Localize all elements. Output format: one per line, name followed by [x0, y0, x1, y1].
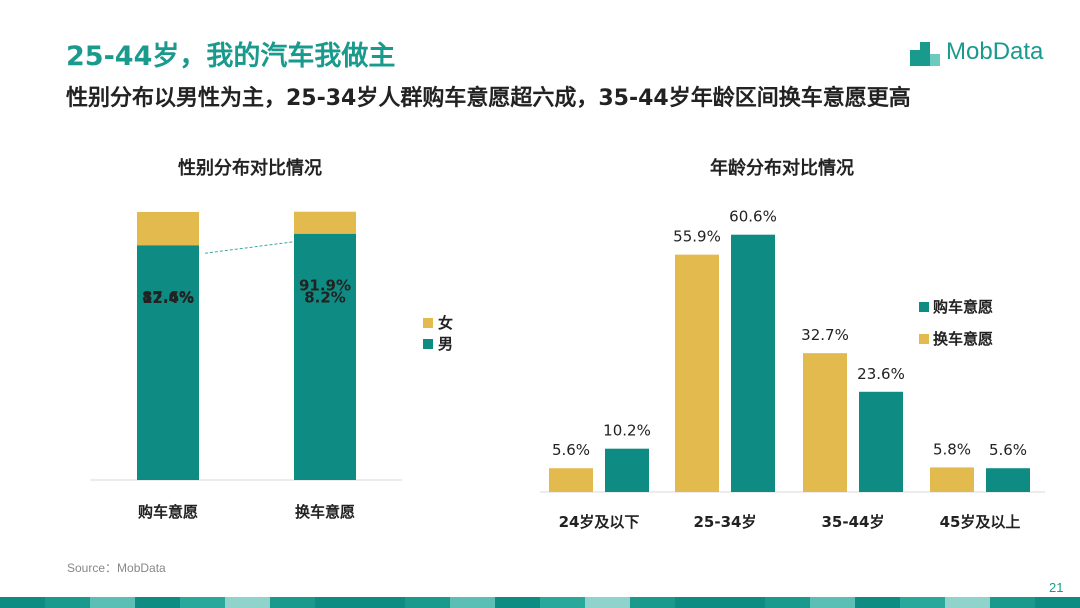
- source-note: Source：MobData: [67, 561, 166, 575]
- data-label-male-1: 87.6%: [142, 288, 194, 306]
- age-chart: 5.6% 10.2% 24岁及以下 55.9% 60.6% 25-34岁 32.7% 23.6…: [540, 208, 1045, 531]
- stripe-segment: [630, 597, 675, 608]
- bar-replace-1: [549, 468, 593, 492]
- data-label-replace-3: 32.7%: [801, 326, 849, 344]
- bar-purchase-1: [605, 448, 649, 492]
- x-tick-label-3: 35-44岁: [822, 513, 885, 531]
- gender-chart-title: 性别分布对比情况: [178, 158, 322, 179]
- bar-purchase-3: [859, 391, 903, 492]
- x-tick-label-4: 45岁及以上: [940, 513, 1021, 531]
- data-label-purchase-4: 5.6%: [989, 441, 1027, 459]
- bar-replace-4: [930, 467, 974, 492]
- stripe-segment: [675, 597, 720, 608]
- data-label-male-2: 91.9%: [299, 277, 351, 295]
- stripe-segment: [405, 597, 450, 608]
- legend-swatch-2: [919, 334, 929, 344]
- legend-swatch-1: [423, 318, 433, 328]
- legend-label-2: 男: [438, 335, 453, 353]
- stripe-segment: [270, 597, 315, 608]
- mobdata-logo: MobData: [910, 36, 1060, 70]
- stripe-segment: [720, 597, 765, 608]
- stripe-segment: [540, 597, 585, 608]
- legend-label-1: 购车意愿: [933, 298, 993, 316]
- bar-female-1: [137, 212, 199, 246]
- bar-male-2: [294, 233, 356, 480]
- page-title: 25-44岁，我的汽车我做主: [66, 41, 396, 72]
- stripe-segment: [90, 597, 135, 608]
- x-tick-label-1: 购车意愿: [138, 503, 198, 521]
- stripe-segment: [945, 597, 990, 608]
- data-label-replace-2: 55.9%: [673, 228, 721, 246]
- footer-stripe: [0, 597, 1080, 608]
- legend-label-2: 换车意愿: [933, 330, 993, 348]
- stripe-segment: [180, 597, 225, 608]
- logo-text: MobData: [946, 38, 1044, 65]
- mobdata-logo-icon: [910, 42, 940, 66]
- x-tick-label-2: 换车意愿: [295, 503, 355, 521]
- stripe-segment: [900, 597, 945, 608]
- stripe-segment: [585, 597, 630, 608]
- data-label-purchase-2: 60.6%: [729, 208, 777, 226]
- legend-label-1: 女: [438, 314, 453, 332]
- stripe-segment: [0, 597, 45, 608]
- legend-swatch-1: [919, 302, 929, 312]
- age-chart-title: 年龄分布对比情况: [710, 158, 854, 179]
- x-tick-label-1: 24岁及以下: [559, 513, 640, 531]
- data-label-purchase-1: 10.2%: [603, 422, 651, 440]
- data-label-female-2: 8.2%: [304, 289, 346, 307]
- stripe-segment: [1035, 597, 1080, 608]
- bar-purchase-2: [731, 234, 775, 492]
- stripe-segment: [135, 597, 180, 608]
- x-tick-label-2: 25-34岁: [694, 513, 757, 531]
- stripe-segment: [765, 597, 810, 608]
- stripe-segment: [855, 597, 900, 608]
- page-subtitle: 性别分布以男性为主，25-34岁人群购车意愿超六成，35-44岁年龄区间换车意愿…: [66, 86, 911, 111]
- bar-purchase-4: [986, 468, 1030, 492]
- data-label-female-1: 12.4%: [142, 289, 194, 307]
- gender-chart: 87.6%12.4% 购车意愿 91.9%8.2% 换车意愿 女男: [90, 211, 453, 521]
- data-label-purchase-3: 23.6%: [857, 365, 905, 383]
- stripe-segment: [810, 597, 855, 608]
- stripe-segment: [360, 597, 405, 608]
- stripe-segment: [315, 597, 360, 608]
- bar-male-1: [137, 245, 199, 480]
- connector-dashed-line: [204, 241, 295, 254]
- bar-female-2: [294, 211, 356, 234]
- bar-replace-3: [803, 353, 847, 492]
- data-label-replace-1: 5.6%: [552, 441, 590, 459]
- data-label-replace-4: 5.8%: [933, 440, 971, 458]
- stripe-segment: [450, 597, 495, 608]
- page-number: 21: [1049, 580, 1064, 595]
- bar-replace-2: [675, 254, 719, 492]
- stripe-segment: [990, 597, 1035, 608]
- stripe-segment: [225, 597, 270, 608]
- legend-swatch-2: [423, 339, 433, 349]
- stripe-segment: [495, 597, 540, 608]
- stripe-segment: [45, 597, 90, 608]
